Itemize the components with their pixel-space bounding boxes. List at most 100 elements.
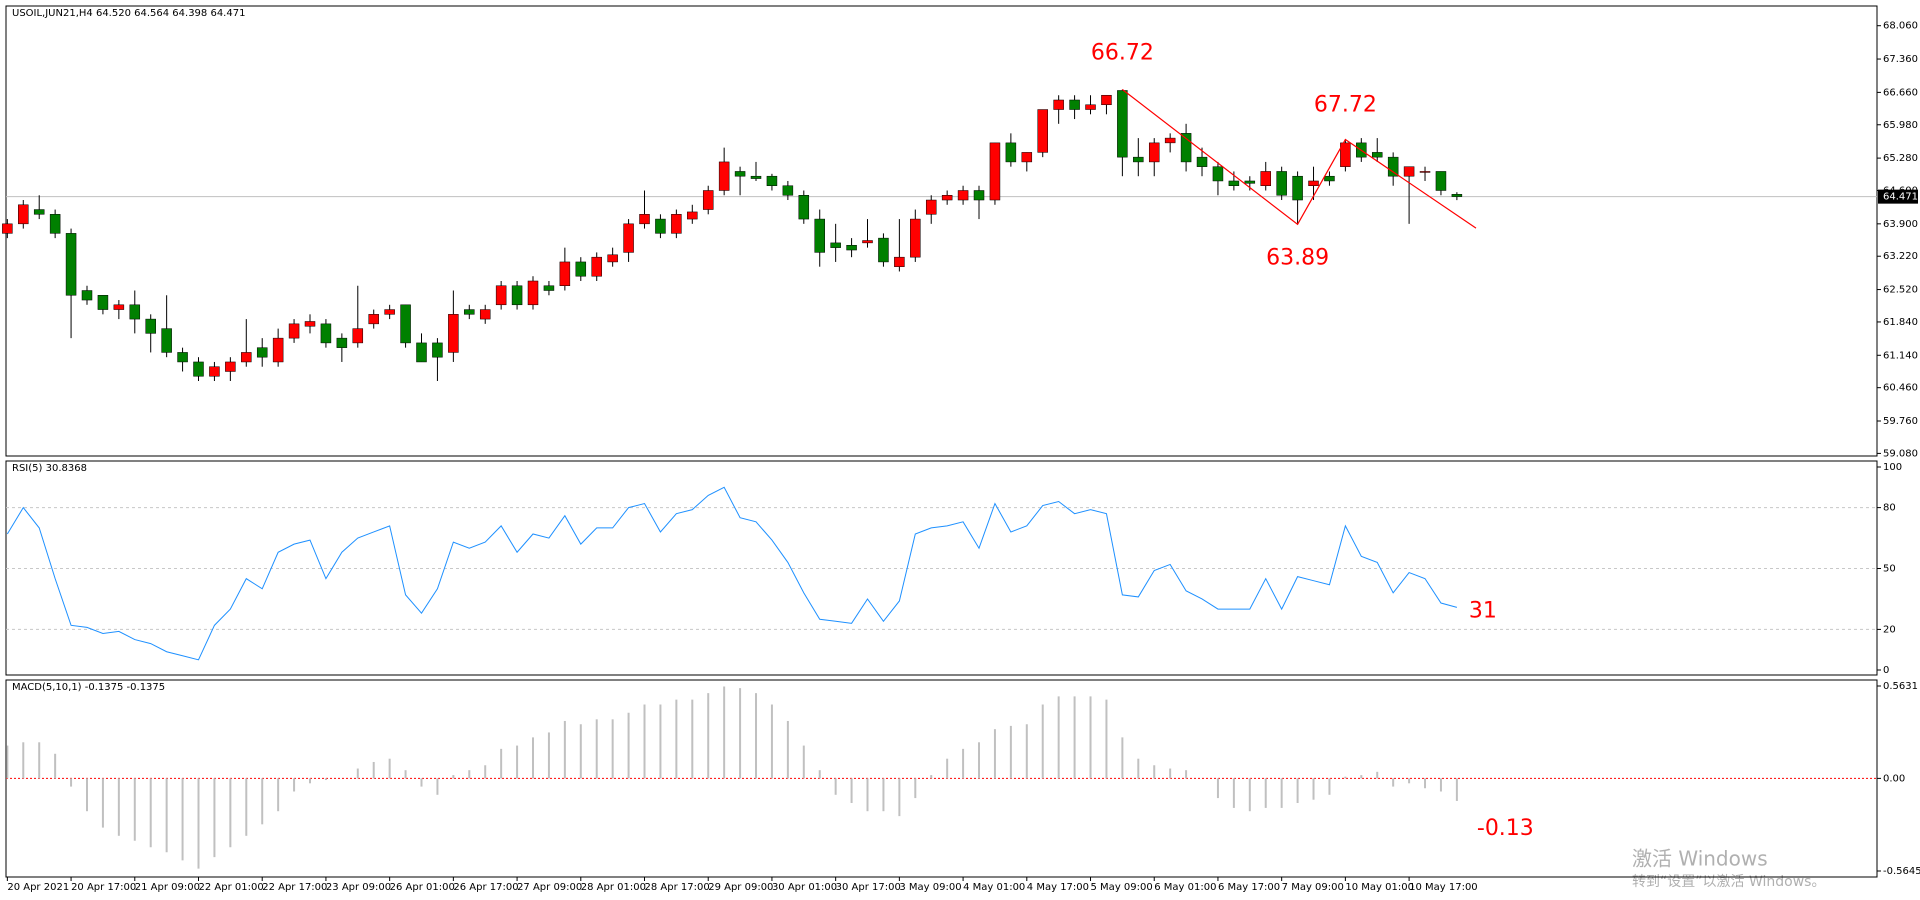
x-tick-label: 26 Apr 01:00 [390, 882, 455, 893]
candle-body [384, 309, 395, 315]
candle-body [1435, 171, 1447, 191]
annotation: 63.89 [1266, 245, 1329, 270]
x-tick-label: 20 Apr 2021 [7, 882, 69, 893]
current-price-box [1878, 189, 1918, 204]
candle-body [1069, 99, 1080, 110]
candle-body [1196, 156, 1208, 167]
candle-body [272, 337, 284, 363]
candle-body [145, 318, 156, 334]
annotation: 31 [1469, 598, 1497, 623]
candle-body [81, 290, 93, 301]
candle-body [734, 171, 746, 177]
x-tick-label: 6 May 17:00 [1218, 882, 1280, 893]
candle-body [511, 285, 523, 306]
x-tick-label: 21 Apr 09:00 [135, 882, 200, 893]
candle-body [1053, 99, 1064, 110]
candle-body [113, 304, 125, 310]
candle-body [288, 323, 300, 339]
candle-body [989, 142, 1001, 201]
y-tick-label: 63.900 [1883, 219, 1918, 230]
annotation: 67.72 [1314, 93, 1377, 118]
x-tick-label: 5 May 09:00 [1091, 882, 1153, 893]
x-tick-label: 27 Apr 09:00 [517, 882, 582, 893]
x-tick-label: 7 May 09:00 [1282, 882, 1344, 893]
candle-body [527, 280, 539, 306]
candle-body [702, 190, 714, 210]
candle-body [1148, 142, 1160, 163]
candle-body [416, 342, 427, 363]
candle-body [655, 218, 666, 234]
candle-body [368, 314, 379, 325]
x-tick-label: 20 Apr 17:00 [71, 882, 136, 893]
watermark: 激活 Windows [1632, 847, 1768, 871]
x-tick-label: 23 Apr 09:00 [326, 882, 391, 893]
candle-body [65, 233, 77, 296]
candle-body [750, 175, 762, 179]
candle-body [607, 254, 618, 263]
y-tick-label: 0.00 [1883, 773, 1905, 784]
candle-body [1419, 171, 1431, 173]
y-tick-label: 68.060 [1883, 21, 1918, 32]
candle-body [209, 366, 220, 377]
rsi-line [6, 486, 1458, 661]
candle-body [2, 223, 13, 234]
x-tick-label: 22 Apr 01:00 [198, 882, 263, 893]
candle-body [957, 190, 969, 201]
panel-title: USOIL,JUN21,H4 64.520 64.564 64.398 64.4… [12, 8, 245, 19]
candle-body [798, 195, 810, 220]
candle-body [591, 256, 602, 277]
y-tick-label: 66.660 [1883, 87, 1918, 98]
y-tick-label: 20 [1883, 624, 1896, 635]
candle-body [1403, 166, 1415, 177]
candle-body [448, 314, 459, 353]
candle-body [336, 337, 348, 348]
candle-body [97, 295, 109, 310]
candle-body [1244, 180, 1256, 184]
x-tick-label: 22 Apr 17:00 [262, 882, 327, 893]
candle-body [1228, 180, 1240, 186]
candle-body [304, 321, 316, 327]
x-tick-label: 26 Apr 17:00 [453, 882, 518, 893]
x-tick-label: 4 May 01:00 [963, 882, 1025, 893]
candle-body [33, 209, 45, 215]
candle-body [1212, 166, 1224, 182]
y-tick-label: 61.840 [1883, 317, 1918, 328]
candle-body [925, 199, 937, 215]
y-tick-label: 61.140 [1883, 350, 1918, 361]
panel-title: MACD(5,10,1) -0.1375 -0.1375 [12, 682, 165, 693]
x-tick-label: 30 Apr 01:00 [772, 882, 837, 893]
candle-body [241, 352, 252, 363]
x-tick-label: 3 May 09:00 [899, 882, 961, 893]
candle-body [623, 223, 634, 253]
candle-body [1101, 94, 1112, 106]
candle-body [193, 361, 204, 377]
watermark-sub: 转到“设置”以激活 Windows。 [1632, 873, 1825, 890]
candle-body [1133, 156, 1144, 163]
candle-body [1021, 152, 1033, 163]
y-tick-label: 59.080 [1883, 448, 1918, 459]
candle-body [559, 261, 571, 286]
candle-body [177, 352, 188, 363]
candle-body [1292, 175, 1303, 201]
candle-body [862, 240, 873, 244]
candle-body [352, 328, 364, 344]
candle-body [464, 309, 475, 315]
candle-body [1005, 142, 1017, 163]
candle-body [894, 256, 905, 267]
candle-body [161, 328, 172, 353]
candle-body [782, 185, 794, 196]
candle-body [129, 304, 141, 320]
x-tick-label: 28 Apr 01:00 [581, 882, 646, 893]
candle-body [49, 214, 61, 234]
annotation: -0.13 [1477, 816, 1534, 841]
x-tick-label: 28 Apr 17:00 [645, 882, 710, 893]
y-tick-label: 50 [1883, 564, 1896, 575]
panel-title: RSI(5) 30.8368 [12, 463, 87, 474]
y-tick-label: 0 [1883, 665, 1889, 676]
x-tick-label: 6 May 01:00 [1154, 882, 1216, 893]
x-tick-label: 30 Apr 17:00 [836, 882, 901, 893]
candle-body [1164, 137, 1176, 144]
candle-body [941, 195, 953, 201]
x-tick-label: 29 Apr 09:00 [708, 882, 773, 893]
